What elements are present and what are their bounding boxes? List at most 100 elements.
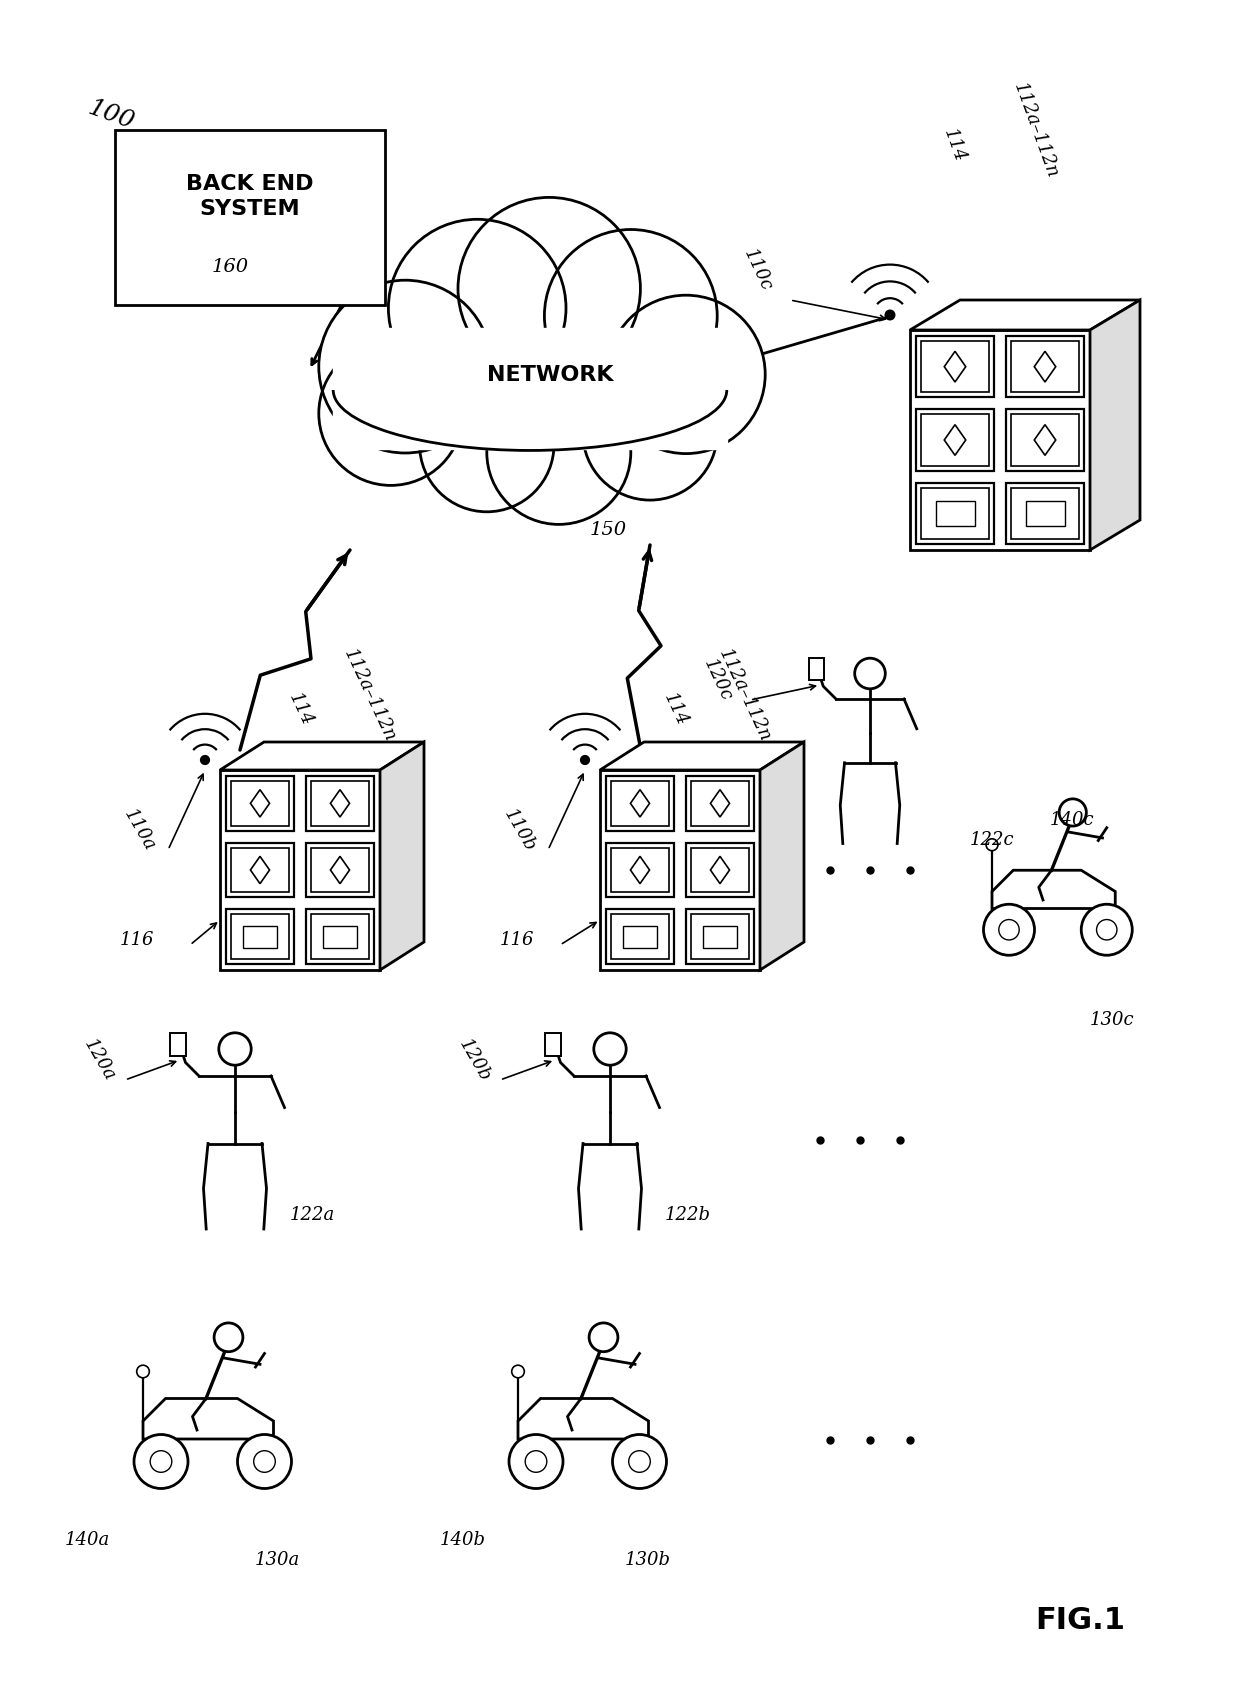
Polygon shape — [992, 870, 1115, 909]
Text: 130c: 130c — [1090, 1012, 1135, 1029]
Bar — [546, 1032, 562, 1056]
Polygon shape — [910, 330, 1090, 550]
Bar — [1011, 342, 1079, 393]
Polygon shape — [219, 743, 424, 770]
Polygon shape — [219, 770, 379, 970]
Text: 140c: 140c — [1050, 810, 1095, 829]
Text: 120b: 120b — [455, 1036, 494, 1085]
Text: 122c: 122c — [970, 831, 1014, 849]
Polygon shape — [330, 856, 350, 883]
Bar — [606, 843, 675, 897]
Bar — [1006, 482, 1084, 545]
Bar — [231, 782, 289, 826]
Bar — [226, 777, 294, 831]
Circle shape — [508, 1435, 563, 1489]
Bar — [611, 914, 670, 959]
Circle shape — [885, 310, 895, 320]
Circle shape — [215, 1323, 243, 1352]
Bar — [606, 909, 675, 964]
Circle shape — [419, 377, 554, 511]
Circle shape — [136, 1365, 149, 1377]
Bar — [622, 926, 657, 948]
Text: FIG.1: FIG.1 — [1035, 1606, 1125, 1634]
Circle shape — [134, 1435, 188, 1489]
Polygon shape — [711, 790, 729, 817]
Circle shape — [983, 904, 1034, 956]
Polygon shape — [945, 352, 966, 382]
Bar — [226, 909, 294, 964]
Circle shape — [319, 342, 463, 486]
Text: 160: 160 — [212, 257, 248, 276]
Bar — [686, 909, 754, 964]
Bar — [226, 843, 294, 897]
Polygon shape — [1034, 352, 1055, 382]
Circle shape — [544, 230, 717, 403]
Circle shape — [201, 756, 210, 765]
Text: 130a: 130a — [255, 1552, 300, 1568]
Bar — [306, 843, 374, 897]
Bar — [916, 337, 994, 398]
Circle shape — [218, 1032, 252, 1066]
Circle shape — [458, 198, 640, 379]
Polygon shape — [945, 425, 966, 455]
Bar — [311, 782, 370, 826]
Bar — [691, 914, 749, 959]
Bar — [1006, 337, 1084, 398]
Text: 120a: 120a — [81, 1036, 118, 1085]
Text: 150: 150 — [590, 521, 627, 540]
Circle shape — [388, 220, 565, 398]
Bar — [916, 482, 994, 545]
Text: 112a–112n: 112a–112n — [715, 646, 774, 744]
Circle shape — [606, 294, 765, 453]
Bar — [1025, 501, 1064, 526]
Bar — [1006, 409, 1084, 470]
Bar — [606, 777, 675, 831]
Bar — [691, 782, 749, 826]
Circle shape — [487, 381, 631, 525]
Polygon shape — [379, 743, 424, 970]
Bar — [611, 848, 670, 892]
Polygon shape — [600, 770, 760, 970]
Bar — [921, 415, 990, 465]
Polygon shape — [630, 790, 650, 817]
Text: 140b: 140b — [440, 1531, 486, 1548]
Bar — [311, 914, 370, 959]
Text: BACK END
SYSTEM: BACK END SYSTEM — [186, 174, 314, 218]
Bar — [243, 926, 277, 948]
Bar — [311, 848, 370, 892]
Text: 100: 100 — [86, 96, 138, 134]
Bar — [703, 926, 737, 948]
Polygon shape — [630, 856, 650, 883]
Polygon shape — [330, 790, 350, 817]
Text: 122a: 122a — [290, 1206, 335, 1223]
Bar — [916, 409, 994, 470]
Polygon shape — [910, 299, 1140, 330]
Circle shape — [1096, 919, 1117, 941]
Polygon shape — [250, 856, 269, 883]
Text: 120c: 120c — [701, 656, 735, 704]
Bar — [686, 777, 754, 831]
Text: NETWORK: NETWORK — [487, 365, 614, 386]
Bar — [1011, 487, 1079, 540]
Circle shape — [512, 1365, 525, 1377]
Bar — [808, 658, 825, 680]
Circle shape — [150, 1450, 172, 1472]
Polygon shape — [760, 743, 804, 970]
Circle shape — [629, 1450, 650, 1472]
Circle shape — [998, 919, 1019, 941]
Text: 110a: 110a — [120, 805, 159, 854]
Circle shape — [594, 1032, 626, 1066]
Bar — [686, 843, 754, 897]
Circle shape — [1059, 799, 1086, 826]
Bar — [170, 1032, 186, 1056]
Polygon shape — [143, 1399, 274, 1438]
Text: 110b: 110b — [500, 805, 538, 854]
Polygon shape — [1034, 425, 1055, 455]
Bar — [611, 782, 670, 826]
Polygon shape — [1090, 299, 1140, 550]
Bar — [231, 848, 289, 892]
Bar — [115, 130, 384, 305]
Circle shape — [238, 1435, 291, 1489]
Circle shape — [526, 1450, 547, 1472]
Bar — [322, 926, 357, 948]
